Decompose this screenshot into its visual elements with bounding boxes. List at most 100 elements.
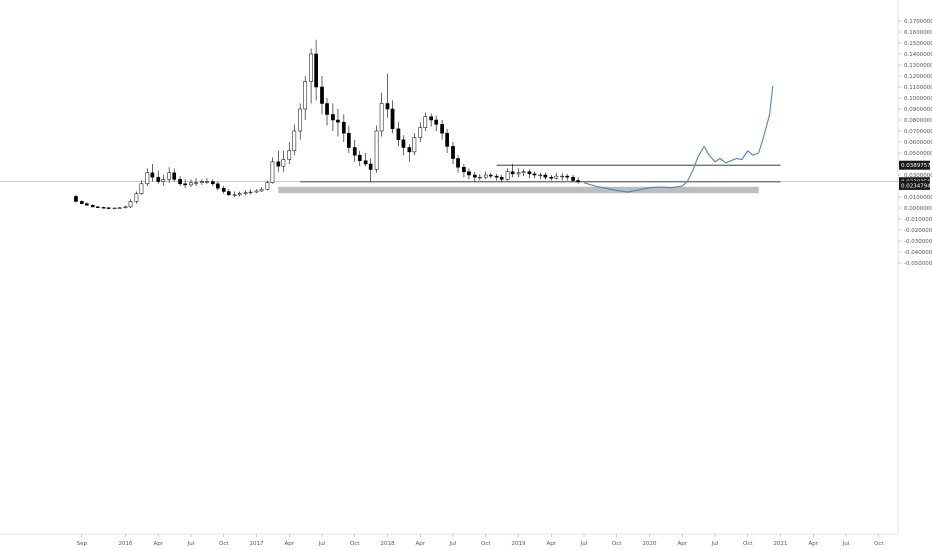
candle-2017-05-15[interactable] [303, 76, 308, 120]
candle-2018-12-15[interactable] [510, 164, 515, 178]
candle-2019-04-15[interactable] [554, 172, 559, 180]
candle-2016-04-01[interactable] [156, 170, 161, 184]
candle-2017-03-15[interactable] [281, 150, 286, 172]
candle-2017-01-15[interactable] [259, 187, 264, 193]
candle-2018-06-01[interactable] [440, 120, 444, 140]
candle-2016-01-01[interactable] [123, 205, 128, 209]
candle-2018-03-01[interactable] [407, 144, 412, 162]
y-tick-label: 0.0600000 [904, 140, 932, 146]
candle-2018-10-15[interactable] [488, 172, 493, 179]
candle-2019-06-15[interactable] [576, 177, 580, 184]
candle-2015-09-15[interactable] [85, 202, 89, 206]
candle-2017-09-15[interactable] [347, 125, 351, 154]
candle-2017-02-15[interactable] [270, 157, 275, 184]
candle-2017-06-15[interactable] [314, 39, 318, 101]
candle-2017-12-01[interactable] [374, 125, 379, 173]
candle-2016-03-15[interactable] [150, 164, 155, 182]
candle-2016-05-01[interactable] [167, 167, 172, 183]
candle-2017-02-01[interactable] [265, 180, 270, 191]
candle-2016-12-15[interactable] [248, 189, 253, 195]
candle-2016-06-15[interactable] [183, 179, 187, 189]
candle-2015-12-15[interactable] [117, 207, 122, 209]
candle-2017-08-15[interactable] [336, 109, 340, 137]
candle-2017-09-01[interactable] [341, 114, 346, 143]
candle-2017-10-15[interactable] [357, 150, 362, 167]
candle-2015-10-15[interactable] [95, 205, 100, 208]
candle-2017-03-01[interactable] [276, 150, 281, 172]
candle-2018-09-01[interactable] [472, 171, 477, 182]
candle-2016-02-15[interactable] [139, 180, 144, 195]
candle-2018-01-15[interactable] [390, 100, 395, 134]
candle-2018-10-01[interactable] [483, 171, 488, 180]
candle-2017-01-01[interactable] [254, 189, 259, 194]
candle-2016-04-15[interactable] [161, 175, 166, 186]
candle-2018-02-15[interactable] [401, 135, 406, 156]
candle-2017-04-15[interactable] [292, 124, 297, 156]
candle-2018-04-01[interactable] [418, 122, 423, 142]
candle-2015-12-01[interactable] [112, 207, 117, 210]
candle-2019-01-01[interactable] [516, 168, 521, 178]
price-axis[interactable]: 0.1700000 0.1600000 0.1500000 0.1400000 0.13… [898, 19, 932, 267]
candle-2018-01-01[interactable] [385, 73, 390, 118]
candle-2016-01-15[interactable] [128, 199, 133, 208]
candle-2016-08-01[interactable] [200, 179, 204, 185]
candle-2016-09-15[interactable] [216, 181, 220, 191]
candle-2016-03-01[interactable] [145, 168, 150, 186]
candle-2017-07-01[interactable] [320, 76, 324, 115]
candle-2019-04-01[interactable] [549, 175, 554, 181]
candle-2019-02-01[interactable] [527, 169, 532, 179]
candle-2019-06-01[interactable] [571, 175, 575, 182]
candle-2017-07-15[interactable] [325, 98, 329, 126]
time-axis[interactable]: Sep 2016 Apr Jul Oct 2017 Apr Jul Oct 2018 Apr Jul O… [77, 534, 885, 547]
candle-2016-10-15[interactable] [226, 189, 231, 196]
candle-2017-08-01[interactable] [331, 103, 335, 132]
candle-2018-05-01[interactable] [429, 113, 434, 127]
candle-2018-09-15[interactable] [478, 173, 482, 181]
candle-2017-06-01[interactable] [309, 48, 313, 104]
x-tick-label: Oct [612, 541, 622, 547]
candle-2019-03-15[interactable] [543, 172, 548, 180]
candle-2017-04-01[interactable] [287, 142, 292, 164]
candle-2019-03-01[interactable] [538, 172, 543, 180]
candle-2018-05-15[interactable] [434, 115, 439, 131]
candle-2019-01-15[interactable] [521, 169, 526, 177]
candle-2019-05-15[interactable] [565, 173, 570, 181]
candle-2018-08-01[interactable] [462, 164, 466, 178]
support-zone-layer [278, 186, 759, 194]
candle-2016-07-15[interactable] [194, 178, 198, 186]
projection-line[interactable] [583, 85, 774, 193]
candle-2017-10-01[interactable] [352, 139, 357, 162]
candle-2016-10-01[interactable] [221, 186, 226, 194]
candle-2015-11-15[interactable] [106, 207, 111, 209]
candle-2017-11-01[interactable] [363, 153, 368, 167]
candle-2017-05-01[interactable] [298, 103, 303, 140]
candle-2016-11-15[interactable] [237, 191, 242, 197]
candle-2018-03-15[interactable] [412, 133, 417, 156]
candle-2016-06-01[interactable] [178, 176, 182, 186]
candle-2018-04-15[interactable] [423, 112, 428, 131]
candle-2015-09-01[interactable] [79, 200, 84, 205]
candle-2016-02-01[interactable] [134, 191, 139, 204]
candle-2019-02-15[interactable] [532, 171, 537, 179]
candle-2016-11-01[interactable] [232, 191, 237, 198]
candle-2018-11-01[interactable] [494, 173, 499, 181]
candle-2016-07-01[interactable] [189, 179, 193, 188]
candle-2015-10-01[interactable] [90, 204, 95, 208]
candle-2018-02-01[interactable] [396, 122, 401, 147]
candle-2016-09-01[interactable] [210, 179, 215, 186]
candle-2016-12-01[interactable] [243, 190, 248, 196]
candle-2015-08-15[interactable] [74, 194, 78, 203]
candle-2017-11-15[interactable] [368, 158, 373, 182]
candle-2018-07-15[interactable] [456, 155, 460, 173]
candle-2019-05-01[interactable] [560, 172, 565, 181]
candle-2018-06-15[interactable] [445, 128, 449, 153]
candle-2018-07-01[interactable] [451, 142, 455, 164]
candle-2015-11-01[interactable] [101, 206, 106, 209]
candle-2016-05-15[interactable] [172, 168, 177, 182]
candle-2018-11-15[interactable] [499, 175, 504, 182]
candle-2016-08-15[interactable] [205, 178, 209, 184]
candle-2018-08-15[interactable] [467, 168, 471, 180]
candle-2017-12-15[interactable] [379, 92, 384, 137]
candle-2018-12-01[interactable] [505, 168, 510, 181]
